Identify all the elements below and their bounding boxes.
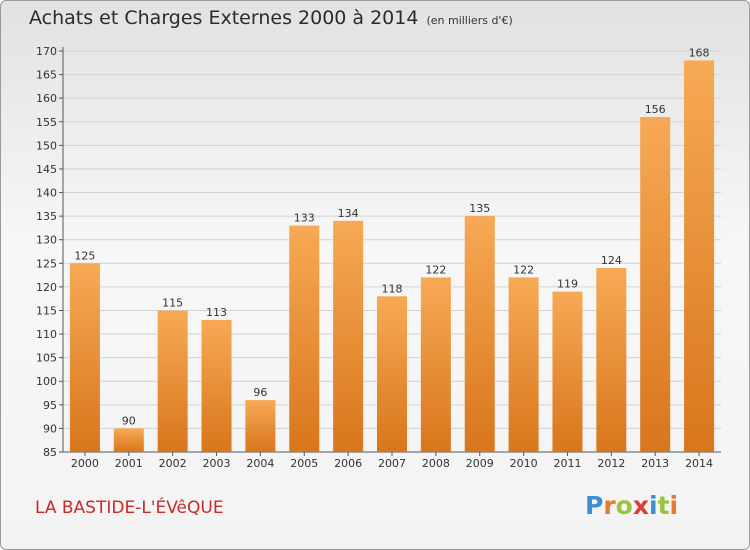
y-tick-label: 105 (36, 352, 57, 365)
x-tick-label-2006: 2006 (334, 457, 362, 470)
chart-title: Achats et Charges Externes 2000 à 2014 (e… (29, 7, 513, 29)
x-tick-label-2008: 2008 (422, 457, 450, 470)
value-label-2000: 125 (74, 249, 95, 262)
value-label-2010: 122 (513, 263, 534, 276)
x-tick-label-2009: 2009 (466, 457, 494, 470)
value-label-2001: 90 (122, 414, 136, 427)
value-label-2012: 124 (601, 254, 622, 267)
bar-2005 (289, 225, 320, 452)
value-label-2005: 133 (294, 212, 315, 225)
bars (69, 60, 715, 452)
x-tick-label-2004: 2004 (246, 457, 274, 470)
y-tick-label: 120 (36, 281, 57, 294)
bar-2006 (333, 220, 364, 452)
x-axis-labels: 2000 2001 2002 2003 2004 2005 2006 2007 2008 2009… (71, 457, 713, 470)
bar-2003 (201, 319, 232, 452)
value-label-2006: 134 (338, 207, 359, 220)
bar-2001 (113, 428, 144, 452)
y-tick-label: 130 (36, 234, 57, 247)
bar-2011 (552, 291, 583, 452)
value-label-2013: 156 (645, 103, 666, 116)
logo-letter: P (585, 491, 604, 520)
bar-2004 (245, 400, 276, 452)
y-tick-label: 115 (36, 304, 57, 317)
x-tick-label-2011: 2011 (553, 457, 581, 470)
value-label-2009: 135 (469, 202, 490, 215)
y-axis-labels: 85 90 95 100 105 110 115 120 125 130 135 140 145 150 1… (36, 45, 57, 459)
x-tick-label-2003: 2003 (203, 457, 231, 470)
value-label-2011: 119 (557, 278, 578, 291)
logo-letter: i (649, 491, 658, 520)
logo-letter: i (669, 491, 679, 520)
x-tick-label-2010: 2010 (510, 457, 538, 470)
value-label-2007: 118 (382, 282, 403, 295)
y-tick-label: 145 (36, 163, 57, 176)
y-tick-label: 85 (43, 446, 57, 459)
x-tick-label-2000: 2000 (71, 457, 99, 470)
bar-2014 (684, 60, 715, 452)
y-tick-label: 95 (43, 399, 57, 412)
bar-2002 (157, 310, 188, 452)
logo-letter: t (657, 491, 670, 520)
value-labels: 125 90 115 113 96 133 134 118 122 135 122 119 124 156… (74, 46, 709, 427)
x-tick-label-2014: 2014 (685, 457, 713, 470)
logo-letter: o (615, 491, 633, 520)
bar-2012 (596, 268, 627, 452)
bar-2013 (640, 117, 671, 452)
commune-name: LA BASTIDE-L'ÉVêQUE (35, 498, 224, 518)
logo-letter: x (632, 491, 649, 520)
y-tick-label: 150 (36, 139, 57, 152)
chart-unit: (en milliers d'€) (426, 14, 513, 27)
y-tick-label: 140 (36, 187, 57, 200)
y-tick-label: 125 (36, 257, 57, 270)
y-tick-label: 155 (36, 116, 57, 129)
y-tick-label: 165 (36, 69, 57, 82)
value-label-2002: 115 (162, 296, 183, 309)
value-label-2008: 122 (425, 263, 446, 276)
x-tick-label-2007: 2007 (378, 457, 406, 470)
y-tick-label: 135 (36, 210, 57, 223)
x-tick-label-2012: 2012 (597, 457, 625, 470)
value-label-2003: 113 (206, 306, 227, 319)
y-tick-label: 100 (36, 375, 57, 388)
bar-2007 (377, 296, 407, 452)
x-tick-label-2013: 2013 (641, 457, 669, 470)
y-tick-label: 170 (36, 45, 57, 58)
bar-2008 (420, 277, 451, 452)
x-tick-label-2002: 2002 (159, 457, 187, 470)
y-tick-label: 160 (36, 92, 57, 105)
proxiti-logo: Proxiti (585, 491, 678, 520)
y-tick-label: 110 (36, 328, 57, 341)
bar-2000 (69, 263, 100, 452)
logo-letter: r (603, 491, 616, 520)
bar-2010 (508, 277, 539, 452)
value-label-2014: 168 (689, 46, 710, 59)
value-label-2004: 96 (253, 386, 267, 399)
x-tick-label-2001: 2001 (115, 457, 143, 470)
bar-2009 (464, 216, 495, 452)
y-tick-label: 90 (43, 422, 57, 435)
x-tick-label-2005: 2005 (290, 457, 318, 470)
chart-title-text: Achats et Charges Externes 2000 à 2014 (29, 7, 419, 29)
